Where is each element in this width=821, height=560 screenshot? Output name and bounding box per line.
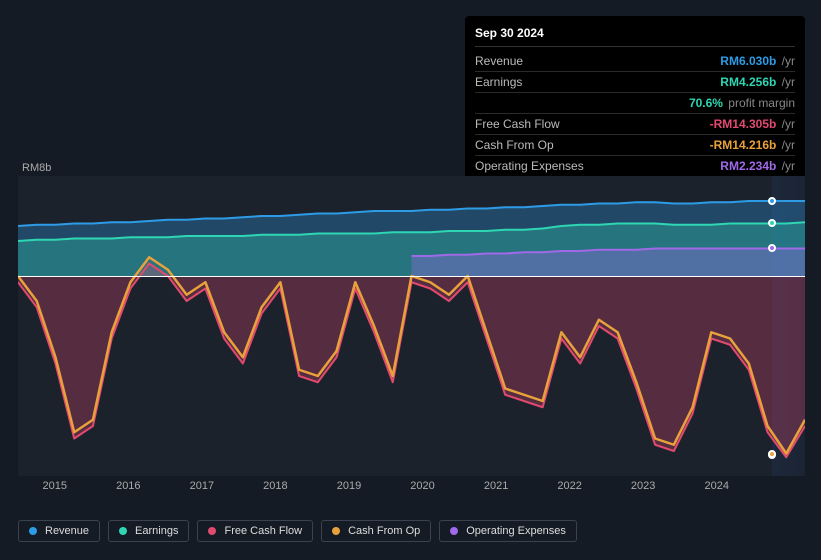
legend-item[interactable]: Free Cash Flow	[197, 520, 313, 542]
tooltip-row: Cash From Op -RM14.216b /yr	[475, 135, 795, 156]
x-axis-tick: 2015	[43, 480, 67, 492]
legend-swatch	[29, 527, 37, 535]
legend-label: Free Cash Flow	[224, 525, 302, 537]
data-tooltip: Sep 30 2024 RevenueRM6.030b /yrEarningsR…	[465, 16, 805, 184]
tooltip-date: Sep 30 2024	[475, 24, 795, 47]
tooltip-row: 70.6% profit margin	[475, 93, 795, 114]
x-axis-tick: 2022	[557, 480, 581, 492]
x-axis-tick: 2024	[704, 480, 728, 492]
zero-baseline	[18, 276, 805, 277]
chart-legend: Revenue Earnings Free Cash Flow Cash From O…	[18, 520, 577, 542]
chart-series	[18, 176, 805, 476]
tooltip-row-label: Revenue	[475, 52, 523, 70]
x-axis-tick: 2021	[484, 480, 508, 492]
legend-item[interactable]: Earnings	[108, 520, 189, 542]
x-axis-tick: 2023	[631, 480, 655, 492]
series-marker	[768, 197, 776, 205]
legend-label: Cash From Op	[348, 525, 420, 537]
tooltip-row-label: Free Cash Flow	[475, 115, 560, 133]
legend-swatch	[119, 527, 127, 535]
y-axis-tick: RM8b	[22, 162, 51, 174]
tooltip-row-value: RM4.256b /yr	[720, 73, 795, 91]
tooltip-row-value: -RM14.305b /yr	[710, 115, 795, 133]
tooltip-row-label: Cash From Op	[475, 136, 554, 154]
series-marker	[768, 450, 776, 458]
tooltip-row: Free Cash Flow -RM14.305b /yr	[475, 114, 795, 135]
legend-item[interactable]: Operating Expenses	[439, 520, 577, 542]
x-axis-tick: 2016	[116, 480, 140, 492]
x-axis-tick: 2017	[190, 480, 214, 492]
plot-area[interactable]	[18, 176, 805, 476]
x-axis-tick: 2020	[410, 480, 434, 492]
legend-swatch	[332, 527, 340, 535]
legend-label: Earnings	[135, 525, 178, 537]
tooltip-row: Revenue RM6.030b /yr	[475, 51, 795, 72]
legend-item[interactable]: Cash From Op	[321, 520, 431, 542]
series-marker	[768, 244, 776, 252]
tooltip-row: Earnings RM4.256b /yr	[475, 72, 795, 93]
legend-swatch	[450, 527, 458, 535]
legend-label: Operating Expenses	[466, 525, 566, 537]
tooltip-row-value: -RM14.216b /yr	[710, 136, 795, 154]
legend-label: Revenue	[45, 525, 89, 537]
financials-chart: RM8bRM0-RM16b 20152016201720182019202020…	[18, 160, 805, 476]
x-axis-tick: 2018	[263, 480, 287, 492]
x-axis: 2015 2016 2017 2018 2019 2020 2021 2022 2023 2024	[18, 480, 805, 496]
legend-item[interactable]: Revenue	[18, 520, 100, 542]
series-marker	[768, 219, 776, 227]
legend-swatch	[208, 527, 216, 535]
x-axis-tick: 2019	[337, 480, 361, 492]
tooltip-row-value: 70.6% profit margin	[689, 94, 795, 112]
tooltip-row-value: RM6.030b /yr	[720, 52, 795, 70]
tooltip-row-label: Earnings	[475, 73, 522, 91]
